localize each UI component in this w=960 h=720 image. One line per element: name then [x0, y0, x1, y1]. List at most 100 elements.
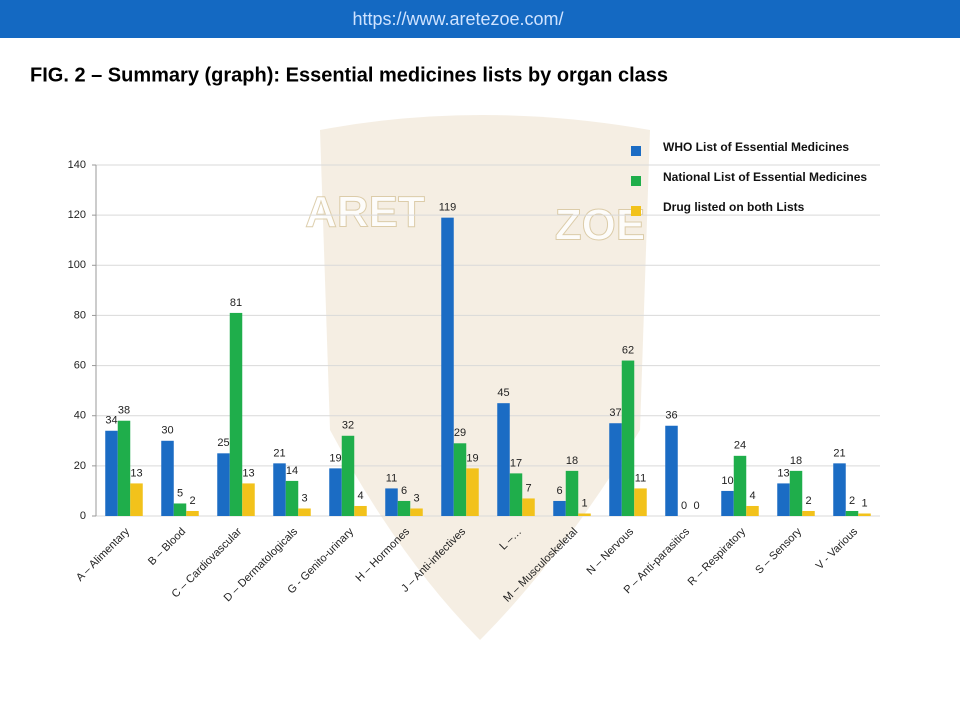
bar — [553, 500, 566, 516]
y-tick-label: 120 — [68, 209, 86, 221]
value-label: 25 — [217, 437, 229, 449]
value-label: 18 — [790, 455, 802, 467]
bar — [789, 470, 803, 516]
bar — [298, 508, 311, 516]
bar — [565, 470, 579, 516]
bar — [466, 468, 479, 516]
value-label: 21 — [833, 447, 845, 459]
bar — [173, 503, 187, 516]
value-label: 119 — [439, 202, 457, 214]
bar — [453, 443, 467, 516]
value-label: 6 — [401, 485, 407, 497]
value-label: 1 — [861, 497, 867, 509]
bar — [130, 483, 143, 516]
bar — [229, 312, 243, 516]
value-label: 24 — [734, 440, 746, 452]
legend-label: WHO List of Essential Medicines — [663, 140, 849, 154]
value-label: 4 — [357, 490, 363, 502]
legend-swatch — [631, 176, 641, 186]
bar — [777, 483, 790, 516]
bar — [441, 217, 454, 516]
legend-swatch — [631, 206, 641, 216]
watermark-text: ARET — [305, 188, 425, 237]
value-label: 21 — [273, 447, 285, 459]
y-tick-label: 80 — [74, 309, 86, 321]
legend-label: Drug listed on both Lists — [663, 200, 805, 214]
value-label: 0 — [693, 500, 699, 512]
value-label: 17 — [510, 457, 522, 469]
value-label: 10 — [721, 475, 733, 487]
bar — [186, 510, 199, 516]
value-label: 2 — [849, 495, 855, 507]
value-label: 62 — [622, 344, 634, 356]
value-label: 30 — [161, 425, 173, 437]
bar — [397, 500, 411, 516]
bar — [242, 483, 255, 516]
bar — [273, 463, 286, 516]
value-label: 3 — [301, 492, 307, 504]
value-label: 29 — [454, 427, 466, 439]
value-label: 2 — [189, 495, 195, 507]
value-label: 18 — [566, 455, 578, 467]
site-url[interactable]: https://www.aretezoe.com/ — [352, 9, 563, 29]
x-tick-label: H – Hormones — [354, 525, 413, 584]
bar — [665, 425, 678, 516]
bar — [833, 463, 846, 516]
value-label: 38 — [118, 405, 130, 417]
bar — [285, 480, 299, 516]
x-tick-label: N – Nervous — [584, 525, 636, 577]
value-label: 13 — [242, 467, 254, 479]
legend-swatch — [631, 146, 641, 156]
bar — [858, 513, 871, 516]
value-label: 4 — [749, 490, 755, 502]
value-label: 19 — [466, 452, 478, 464]
watermark-text: ZOE — [555, 201, 645, 250]
y-tick-label: 20 — [74, 460, 86, 472]
value-label: 36 — [665, 410, 677, 422]
value-label: 13 — [777, 467, 789, 479]
bar — [497, 403, 510, 516]
bar — [578, 513, 591, 516]
value-label: 0 — [681, 500, 687, 512]
value-label: 45 — [497, 387, 509, 399]
value-label: 3 — [413, 492, 419, 504]
y-tick-label: 60 — [74, 359, 86, 371]
bar — [217, 453, 230, 516]
value-label: 2 — [805, 495, 811, 507]
bar — [385, 488, 398, 516]
x-tick-label: R – Respiratory — [686, 525, 749, 588]
value-label: 81 — [230, 297, 242, 309]
bar — [329, 468, 342, 516]
y-tick-label: 0 — [80, 510, 86, 522]
value-label: 37 — [609, 407, 621, 419]
bar — [845, 510, 859, 516]
value-label: 34 — [105, 415, 117, 427]
value-label: 14 — [286, 465, 298, 477]
value-label: 13 — [130, 467, 142, 479]
x-tick-label: A – Alimentary — [74, 525, 133, 584]
bar — [105, 430, 118, 516]
value-label: 11 — [386, 472, 397, 484]
bar — [634, 488, 647, 516]
bar — [746, 505, 759, 516]
bar — [609, 423, 622, 516]
legend-label: National List of Essential Medicines — [663, 170, 867, 184]
bar — [117, 420, 131, 516]
x-tick-label: S – Sensory — [753, 525, 804, 576]
value-label: 19 — [329, 452, 341, 464]
value-label: 7 — [525, 482, 531, 494]
bar — [621, 360, 635, 516]
bar — [802, 510, 815, 516]
bar — [354, 505, 367, 516]
y-tick-label: 140 — [68, 159, 86, 171]
y-tick-label: 40 — [74, 410, 86, 422]
bar — [721, 490, 734, 516]
value-label: 1 — [581, 497, 587, 509]
value-label: 6 — [556, 485, 562, 497]
y-tick-label: 100 — [68, 259, 86, 271]
value-label: 11 — [635, 472, 646, 484]
chart-title: FIG. 2 – Summary (graph): Essential medi… — [30, 64, 668, 86]
bar — [341, 435, 355, 516]
